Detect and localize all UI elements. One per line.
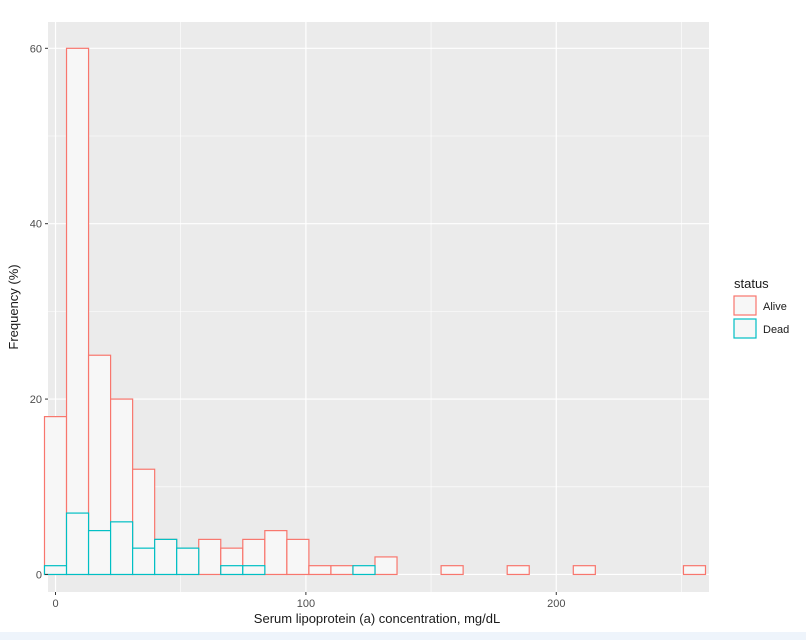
y-tick-label: 0	[36, 569, 42, 581]
bottom-band	[0, 632, 806, 640]
bar-dead	[65, 512, 90, 576]
bar-alive	[506, 565, 530, 576]
y-tick-label: 20	[30, 394, 42, 406]
legend-key-dead	[733, 318, 757, 339]
bar-alive	[65, 47, 90, 576]
legend-title: status	[734, 276, 769, 291]
histogram-bars	[43, 47, 707, 576]
y-axis-title: Frequency (%)	[6, 264, 21, 349]
bar-alive	[682, 565, 707, 576]
legend: status Alive Dead	[733, 276, 789, 339]
x-axis-title: Serum lipoprotein (a) concentration, mg/…	[254, 611, 500, 626]
bar-dead	[352, 565, 376, 576]
x-tick-label: 200	[547, 598, 565, 610]
x-tick-label: 0	[52, 598, 58, 610]
panel-background	[48, 22, 709, 592]
bar-dead	[176, 547, 200, 576]
bar-alive	[374, 556, 398, 576]
legend-label-alive: Alive	[763, 301, 787, 313]
y-tick-label: 60	[30, 43, 42, 55]
bar-dead	[43, 565, 68, 576]
bar-alive	[308, 565, 332, 576]
bar-alive	[440, 565, 464, 576]
legend-label-dead: Dead	[763, 324, 789, 336]
bar-dead	[220, 565, 244, 576]
legend-key-alive	[733, 295, 757, 316]
bar-alive	[43, 416, 68, 576]
y-tick-label: 40	[30, 219, 42, 231]
bar-dead	[109, 521, 134, 576]
bar-alive	[264, 530, 288, 576]
bar-dead	[132, 547, 156, 576]
bar-dead	[154, 538, 178, 576]
bar-alive	[572, 565, 596, 576]
bar-dead	[242, 565, 266, 576]
x-tick-label: 100	[297, 598, 315, 610]
bar-alive	[286, 538, 310, 576]
bar-alive	[198, 538, 222, 576]
bar-alive	[330, 565, 354, 576]
axis-ticks: 0 100 200 0 20 40 60	[30, 43, 566, 610]
bar-dead	[87, 530, 112, 576]
